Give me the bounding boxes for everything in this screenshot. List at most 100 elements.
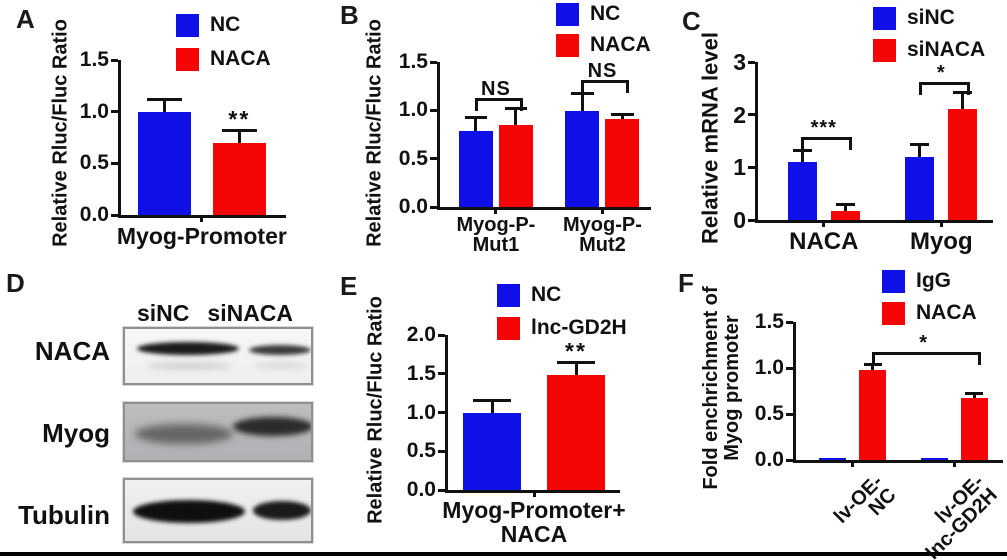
y-tick-label: 2 — [733, 101, 746, 128]
protein-band — [135, 424, 233, 444]
legend-swatch-nc — [556, 2, 579, 26]
panel-f-chip-enrichment-chart: F Fold enchrichment of Myog promoter IgG… — [670, 260, 1007, 560]
legend-item: NC — [556, 2, 651, 26]
legend-item: siNACA — [873, 38, 985, 62]
y-tick-label: 2.0 — [406, 323, 436, 346]
significance-label: *** — [810, 116, 837, 139]
error-bar-cap — [571, 91, 594, 95]
protein-band — [253, 501, 311, 520]
category-label: Myog-Promoter+ NACA — [442, 497, 626, 548]
y-tick-label: 1.5 — [754, 310, 784, 333]
y-axis-tick — [111, 58, 118, 62]
panel-letter-b: B — [340, 0, 359, 30]
error-bar-line — [620, 116, 624, 120]
y-tick-label: 0.0 — [754, 448, 784, 471]
protein-band — [133, 500, 245, 523]
panel-letter-c: C — [682, 6, 701, 36]
y-axis-tick — [430, 60, 437, 64]
y-axis-tick — [430, 108, 437, 112]
legend: NC lnc-GD2H — [497, 283, 627, 340]
protein-band — [147, 362, 232, 370]
blot-row-label-naca: NACA — [34, 336, 110, 366]
error-bar-cap — [221, 129, 257, 133]
significance-label: * — [936, 62, 946, 85]
significance-bracket — [871, 352, 982, 366]
y-axis-tick — [748, 60, 755, 64]
legend-label: siNACA — [907, 38, 986, 61]
protein-band — [249, 345, 311, 355]
x-axis-tick — [200, 215, 204, 222]
bar-nc — [463, 412, 521, 490]
error-bar-cap — [835, 202, 855, 206]
y-tick-label: 0.5 — [754, 402, 784, 425]
error-bar-cap — [464, 116, 488, 120]
bar-naca — [212, 142, 266, 215]
legend-label: siNC — [907, 6, 955, 29]
legend-label: NC — [210, 13, 241, 36]
y-tick-label: 0.0 — [79, 203, 109, 226]
error-bar-cap — [146, 98, 182, 102]
x-axis-tick — [939, 220, 943, 227]
legend-item: IgG — [882, 269, 977, 293]
y-tick-label: 0.5 — [79, 151, 109, 175]
category-label: NACA — [789, 228, 859, 255]
bar-nc — [458, 130, 493, 207]
error-bar-line — [800, 151, 804, 163]
x-axis-tick — [952, 460, 956, 467]
error-bar-line — [162, 101, 166, 112]
y-tick-label: 1.0 — [79, 99, 109, 123]
blot-col-header-sinc: siNC — [137, 300, 190, 326]
bar-naca — [498, 124, 533, 207]
blot-col-header-sinaca: siNACA — [207, 300, 294, 326]
legend-swatch-sinaca — [873, 38, 896, 62]
y-axis-tick — [111, 161, 118, 165]
error-bar-line — [843, 205, 847, 212]
category-label: Myog — [909, 228, 973, 255]
x-axis-tick — [532, 490, 536, 497]
legend-swatch-naca — [882, 301, 905, 325]
panel-a-luciferase-chart: A Relative Rluc/Fluc Ratio NC NACA 0.0 0.5… — [0, 0, 330, 260]
legend-label: lnc-GD2H — [531, 316, 627, 339]
y-tick-label: 0.0 — [398, 195, 428, 218]
x-axis-tick — [494, 207, 498, 214]
bar-lnc-gd2h — [547, 375, 605, 490]
y-tick-label: 0.5 — [406, 439, 436, 463]
error-bar-line — [871, 366, 875, 370]
bar-naca — [960, 398, 988, 460]
bar-nc — [137, 111, 191, 215]
bar-naca — [605, 119, 640, 207]
significance-label: NS — [587, 60, 618, 83]
legend-item: NACA — [556, 33, 651, 57]
panel-letter-f: F — [678, 268, 694, 298]
error-bar-line — [490, 402, 494, 413]
significance-stars: ** — [228, 106, 251, 133]
error-bar-line — [972, 394, 976, 399]
error-bar-line — [514, 110, 518, 125]
legend-label: NC — [590, 2, 621, 25]
panel-b-mutant-luciferase-chart: B Relative Rluc/Fluc Ratio NC NACA 0.0 0.5… — [330, 0, 670, 260]
y-axis-tick — [430, 205, 437, 209]
panel-d-western-blot: D siNC siNACA NACA Myog Tubulin — [0, 260, 330, 556]
y-axis-tick — [786, 458, 793, 462]
error-bar-cap — [472, 399, 512, 403]
y-tick-label: 1.0 — [398, 98, 428, 122]
plot-area: 0.0 0.5 1.0 1.5 2.0 Myog-Promoter+ NACA ** — [407, 323, 626, 546]
legend-label: NACA — [916, 301, 977, 324]
x-axis-tick — [822, 220, 826, 227]
y-tick-label: 0.0 — [406, 478, 436, 501]
panel-c-mrna-chart: C Relative mRNA level siNC siNACA 0 1 2 3 NAC… — [670, 0, 1007, 260]
bar-sinc — [905, 156, 935, 220]
protein-band — [253, 362, 308, 369]
significance-bracket — [918, 82, 970, 96]
y-tick-label: 1.5 — [398, 50, 428, 73]
error-bar-line — [961, 93, 965, 110]
blot-image-myog — [123, 402, 313, 462]
legend-item: NC — [176, 13, 271, 37]
panel-letter-d: D — [6, 268, 25, 298]
error-bar-line — [580, 94, 584, 112]
panel-letter-e: E — [340, 271, 358, 301]
panel-e-luciferase-naca-chart: E Relative Rluc/Fluc Ratio NC lnc-GD2H 0.… — [330, 260, 670, 556]
blot-column-headers: siNC siNACA — [123, 300, 337, 327]
y-tick-label: 1.5 — [406, 361, 436, 385]
legend-swatch-igg — [882, 269, 905, 293]
